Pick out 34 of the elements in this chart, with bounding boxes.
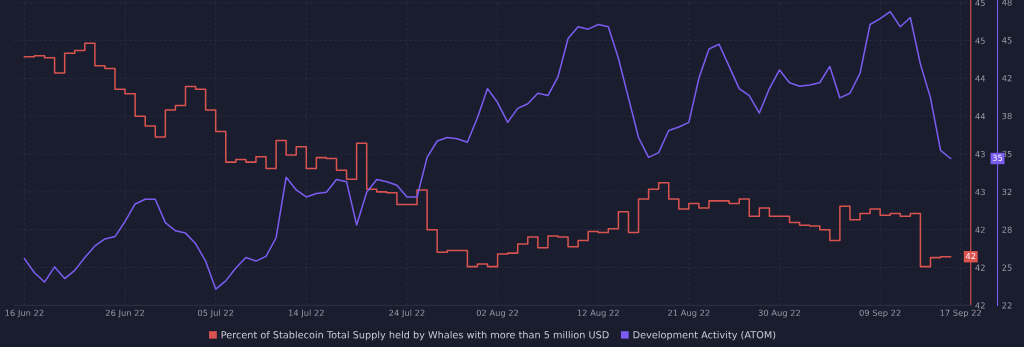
y2-tick-label: 42 xyxy=(1002,75,1012,82)
x-tick-label: 30 Aug 22 xyxy=(758,309,801,318)
y-tick-label: 45 xyxy=(975,37,985,44)
x-tick-label: 12 Aug 22 xyxy=(577,309,619,318)
x-tick-label: 14 Jul 22 xyxy=(288,309,324,318)
y-tick-label: 44 xyxy=(975,75,986,82)
x-tick-label: 16 Jun 22 xyxy=(5,309,44,318)
annotation: 42 xyxy=(965,252,976,260)
x-tick-label: 02 Aug 22 xyxy=(476,309,519,318)
y2-tick-label: 25 xyxy=(1002,264,1012,271)
x-tick-label: 05 Jul 22 xyxy=(197,309,234,318)
x-tick-label: 24 Jul 22 xyxy=(389,309,425,318)
y2-tick-label: 32 xyxy=(1002,188,1012,196)
y-tick-label: 43 xyxy=(975,188,985,196)
y-tick-label: 42 xyxy=(975,264,985,271)
y2-tick-label: 28 xyxy=(1002,226,1012,233)
y2-tick-label: 38 xyxy=(1002,112,1012,120)
y2-tick-label: 45 xyxy=(1002,37,1012,44)
x-tick-label: 21 Aug 22 xyxy=(668,309,710,318)
line-series xyxy=(23,10,952,290)
y-tick-label: 44 xyxy=(975,113,986,120)
x-tick-label: 26 Jun 22 xyxy=(105,309,145,318)
legend-label: Percent of Stablecoin Total Supply held by Whales with more than 5 million USD xyxy=(221,330,609,341)
y-tick-label: 43 xyxy=(975,151,985,158)
legend-label: Development Activity (ATOM) xyxy=(633,330,776,341)
x-tick-label: 17 Sep 22 xyxy=(940,309,981,318)
y2-tick-label: 22 xyxy=(1002,302,1012,309)
y-tick-label: 42 xyxy=(975,302,985,309)
y2-tick-label: 48 xyxy=(1002,0,1012,6)
x-tick-label: 09 Sep 22 xyxy=(859,309,901,318)
text: 35 xyxy=(992,154,1003,161)
y2-tick-label: 35 xyxy=(1002,150,1012,158)
y-tick-label: 45 xyxy=(975,0,985,6)
y-tick-label: 42 xyxy=(975,226,985,233)
